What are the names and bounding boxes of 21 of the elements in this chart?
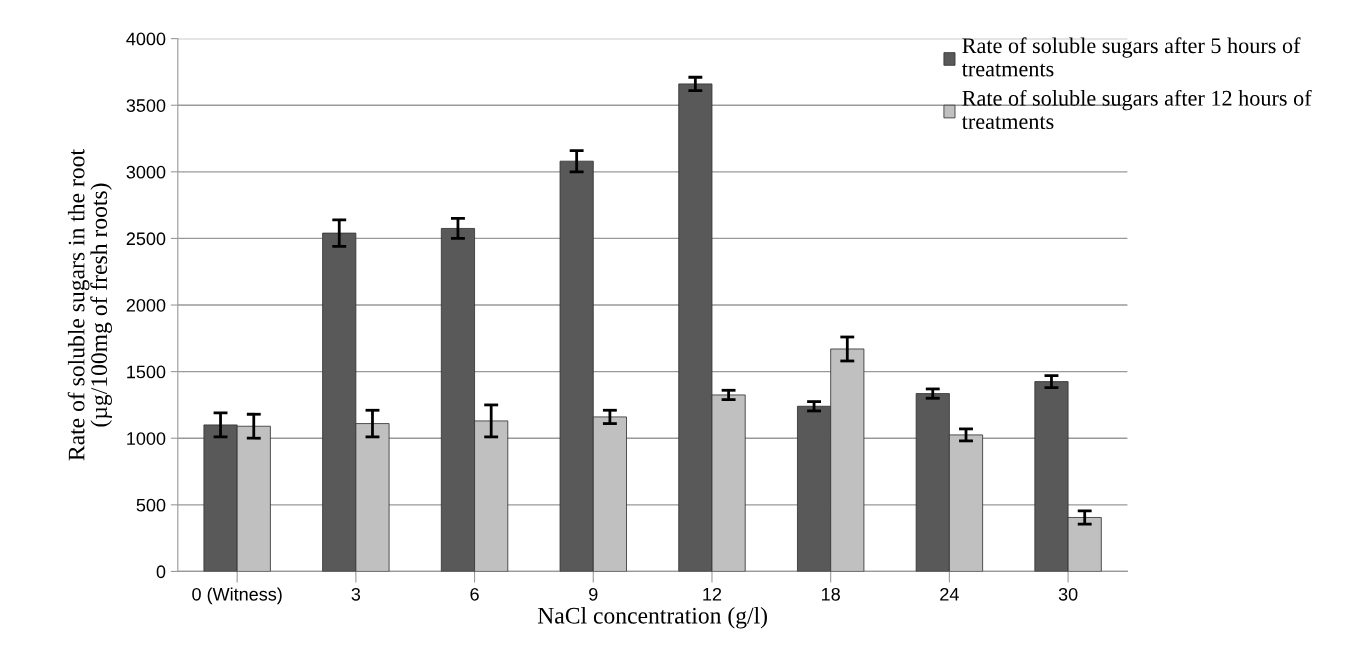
y-axis-title: Rate of soluble sugars in the root (µg/100mg of fresh roots) [67,149,112,461]
x-tick-label: 18 [822,587,840,601]
y-tick-label: 3500 [126,99,166,112]
legend-label: Rate of soluble sugars after 12 hours of treatments [961,89,1312,130]
x-tick-label: 0 (Witness) [192,587,282,605]
y-tick-label: 4000 [126,32,166,46]
x-tick-label: 30 [1058,587,1078,601]
x-tick-label: 3 [351,587,361,601]
legend-label: Rate of soluble sugars after 5 hours of treatments [961,37,1301,77]
x-tick-label: 6 [470,587,479,601]
x-tick-label: 12 [703,587,722,601]
x-tick-label: 24 [940,587,959,601]
x-axis-title: NaCl concentration (g/l) [537,607,767,629]
x-tick-label: 9 [589,587,598,601]
y-tick-label: 500 [136,498,166,512]
y-tick-label: 2500 [126,232,166,246]
y-tick-label: 1000 [127,432,166,445]
y-tick-label: 0 [156,565,166,579]
y-tick-label: 1500 [127,365,166,379]
y-tick-label: 3000 [126,165,166,179]
y-tick-label: 2000 [126,298,166,312]
